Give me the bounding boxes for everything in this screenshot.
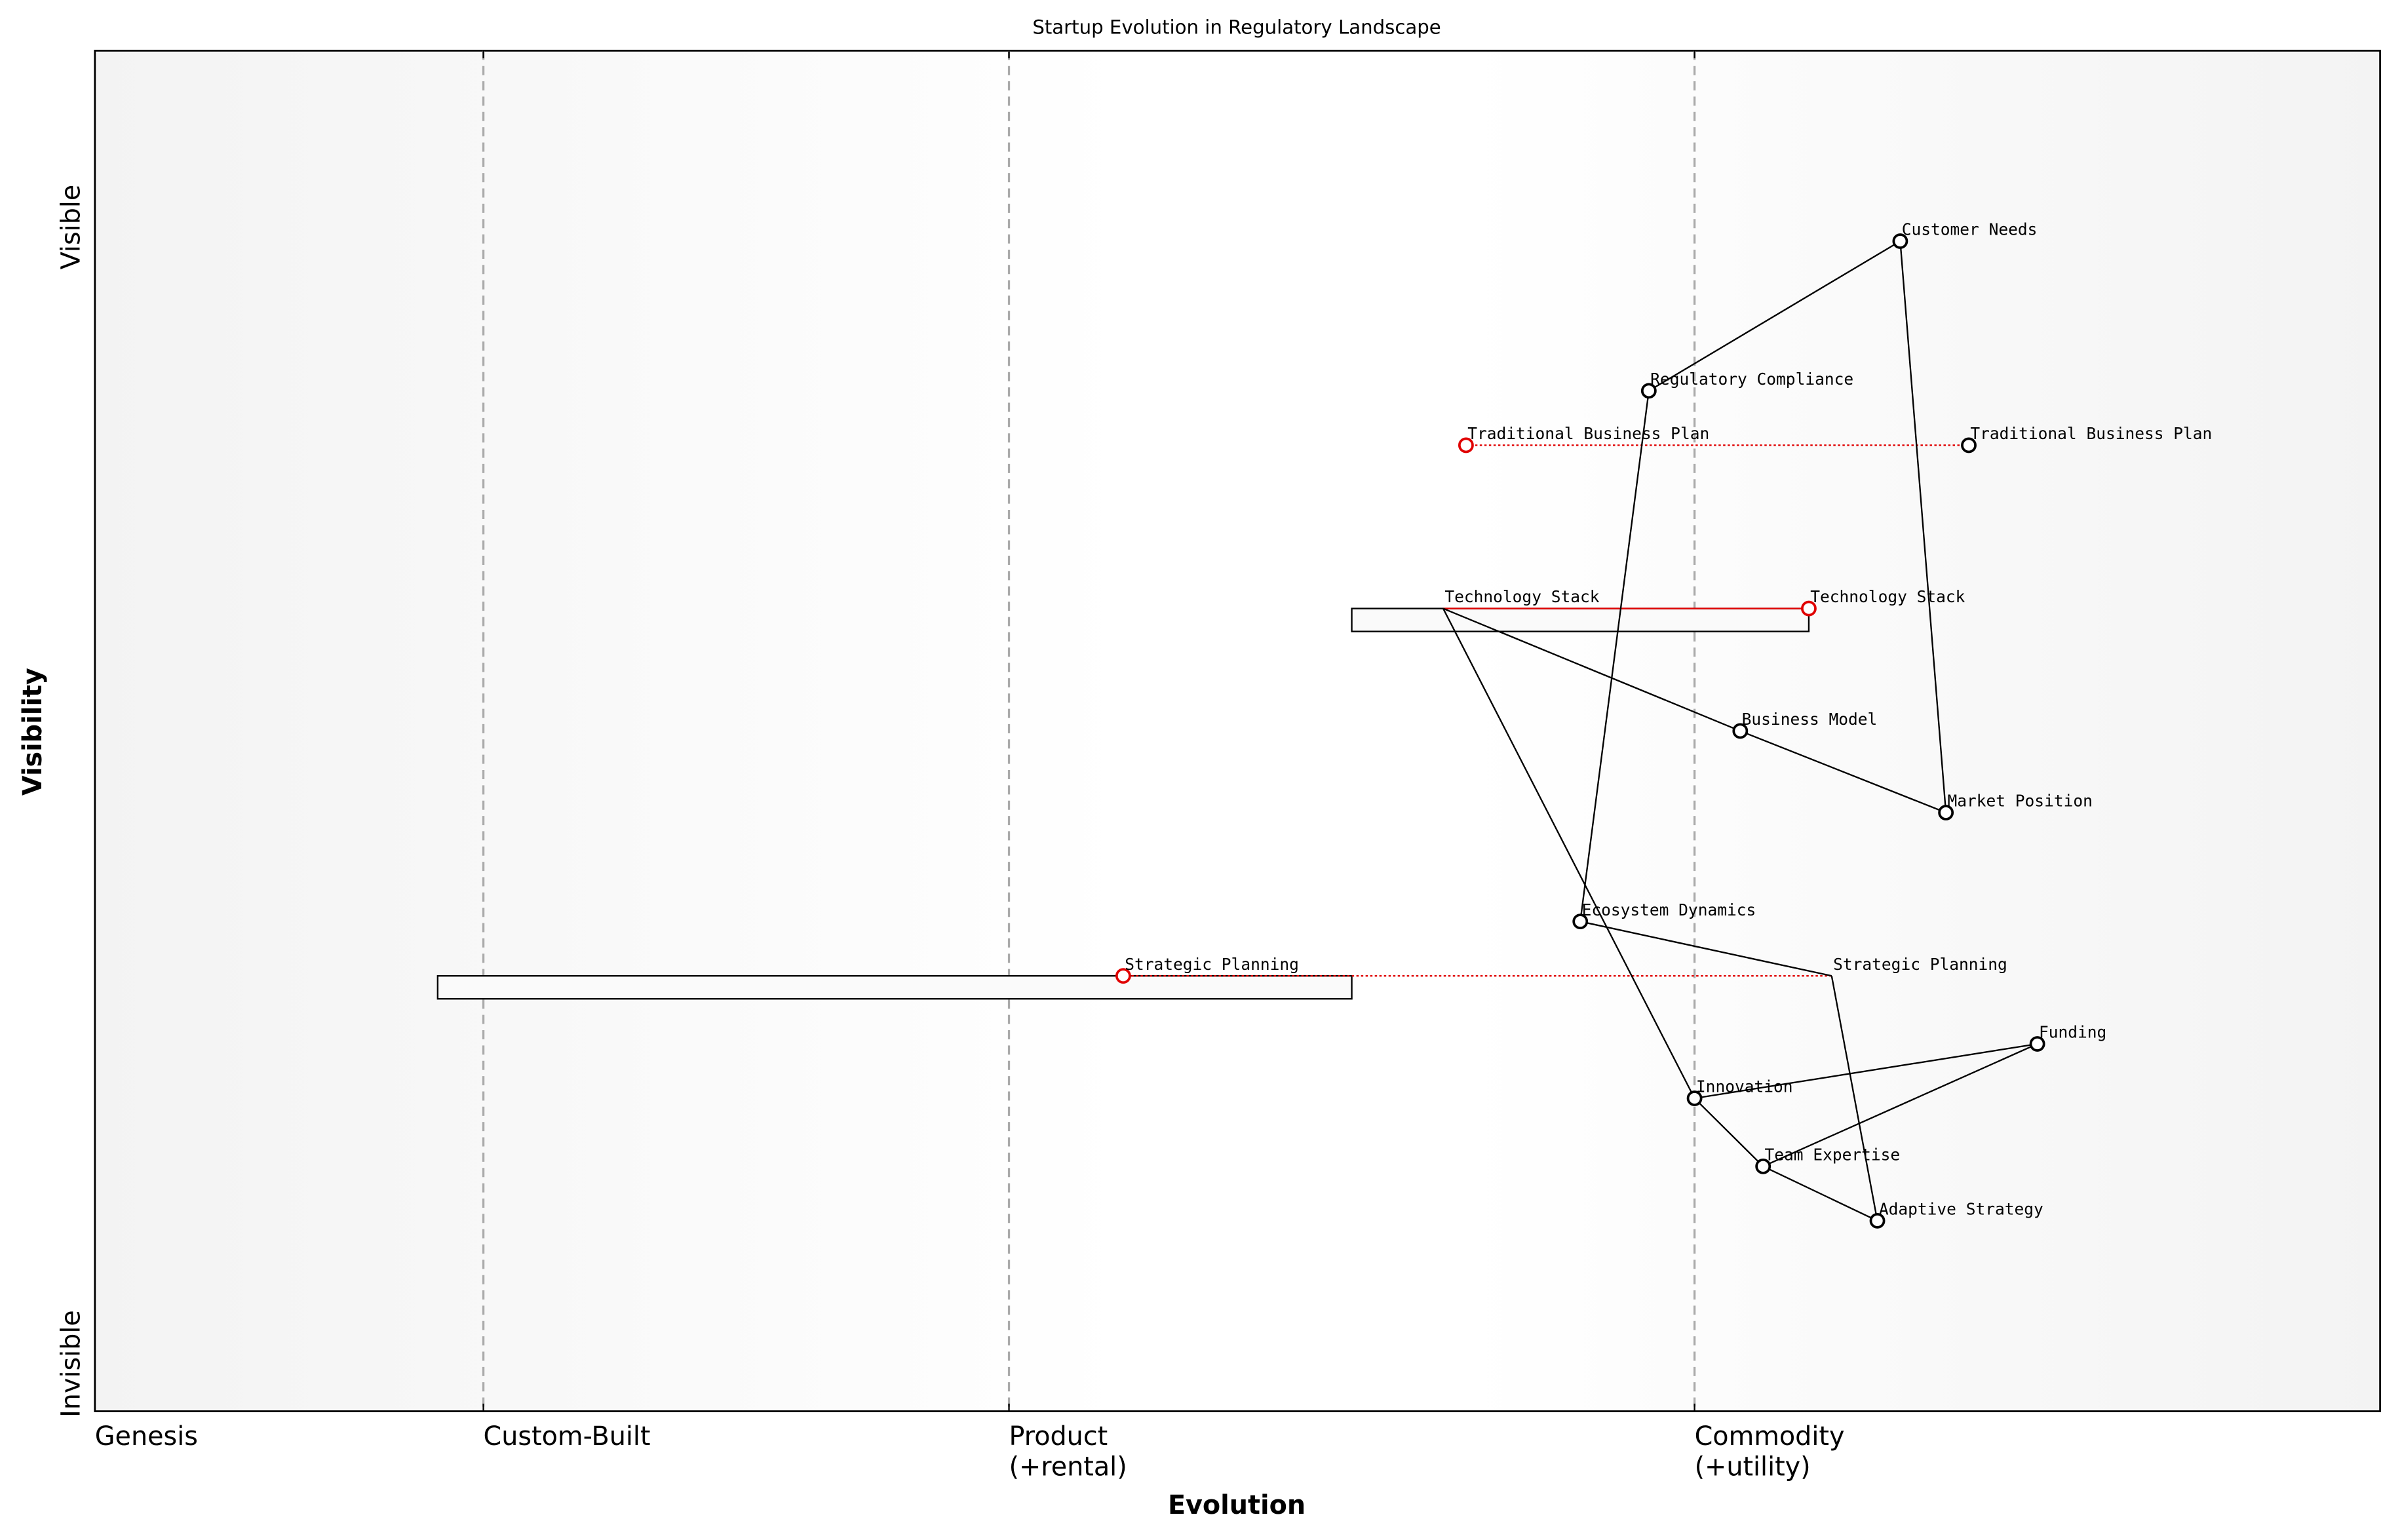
component-node [1640, 383, 1657, 399]
component-node [1755, 1158, 1771, 1174]
stage-label-line: (+utility) [1695, 1452, 1811, 1482]
y-axis-label: Visibility [18, 668, 48, 796]
link [1739, 730, 1946, 814]
stage-label-line: Genesis [95, 1421, 198, 1452]
title: Startup Evolution in Regulatory Landscap… [1032, 16, 1441, 39]
link [1762, 1043, 2038, 1167]
pipeline [1351, 607, 1810, 632]
evolve-node [1801, 600, 1817, 617]
y-bottom-label: Invisible [56, 1310, 86, 1417]
y-top-label: Visible [56, 185, 86, 270]
link [1648, 241, 1901, 392]
link [1830, 975, 1878, 1222]
component-node [1892, 233, 1908, 249]
component-label: Team Expertise [1765, 1145, 1901, 1164]
component-node [1732, 723, 1749, 739]
link [1762, 1165, 1878, 1222]
component-node [1572, 914, 1589, 930]
link [1579, 391, 1650, 922]
link [1579, 920, 1832, 977]
component-node [1869, 1212, 1886, 1229]
evolve-label: Strategic Planning [1125, 955, 1299, 974]
component-label: Funding [2039, 1023, 2106, 1042]
component-label: Ecosystem Dynamics [1582, 900, 1756, 919]
stage-label: Custom-Built [484, 1421, 651, 1452]
component-label: Adaptive Strategy [1879, 1200, 2043, 1219]
pipeline [436, 974, 1353, 1000]
component-label: Business Model [1742, 710, 1878, 729]
component-node [1938, 805, 1954, 820]
stage-label-line: (+rental) [1009, 1452, 1127, 1482]
component-label: Regulatory Compliance [1650, 370, 1853, 389]
link [1694, 1098, 1764, 1167]
component-label: Market Position [1947, 792, 2092, 811]
evolve-node [1458, 437, 1474, 453]
link [1694, 1043, 2038, 1100]
component-node [2029, 1036, 2045, 1052]
component-label: Traditional Business Plan [1970, 424, 2212, 443]
component-label: Strategic Planning [1833, 955, 2007, 974]
component-label: Innovation [1696, 1077, 1793, 1096]
stage-label-line: Custom-Built [484, 1421, 651, 1452]
component-node [1686, 1090, 1703, 1106]
link [1442, 607, 1741, 732]
component-label: Technology Stack [1444, 587, 1599, 606]
link [1442, 608, 1695, 1099]
plot-area [94, 49, 2382, 1412]
x-axis-label: Evolution [1168, 1490, 1306, 1520]
evolve-label: Technology Stack [1810, 587, 1965, 606]
evolve-node [1115, 968, 1131, 984]
stage-label-line: Commodity [1695, 1421, 1845, 1452]
stage-label: Commodity (+utility) [1695, 1421, 1845, 1482]
stage-label: Product (+rental) [1009, 1421, 1127, 1482]
component-label: Customer Needs [1902, 220, 2038, 239]
component-node [1961, 437, 1977, 453]
evolve-label: Traditional Business Plan [1467, 424, 1709, 443]
stage-label: Genesis [95, 1421, 198, 1452]
stage-label-line: Product [1009, 1421, 1108, 1452]
link [1899, 241, 1947, 813]
map-layer: Genesis Custom-Built Product (+rental) Commo… [95, 50, 2212, 1482]
